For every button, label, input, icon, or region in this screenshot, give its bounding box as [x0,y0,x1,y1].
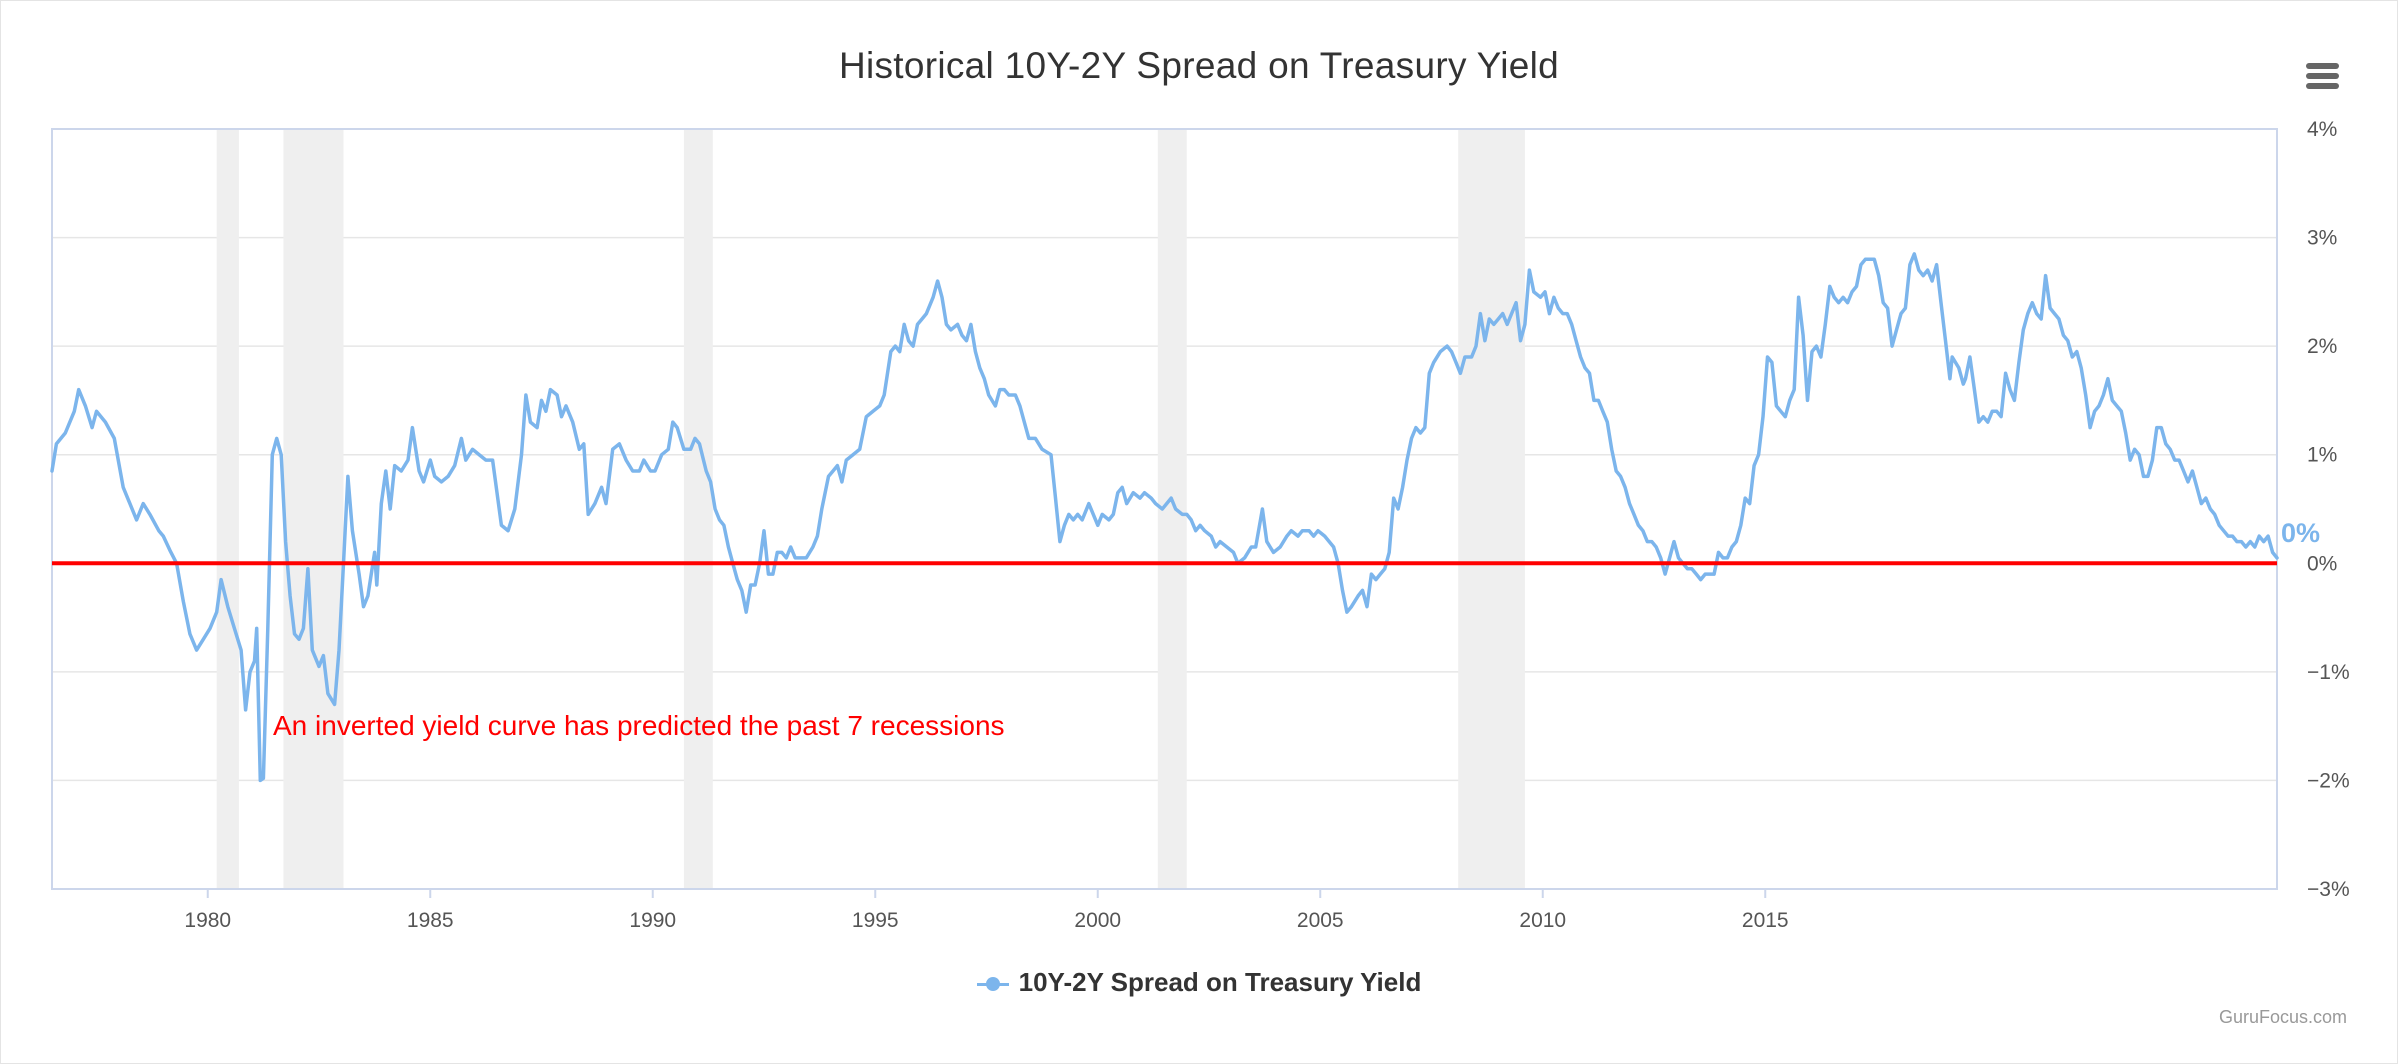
x-tick-label: 1985 [407,909,454,932]
series-line [50,252,2279,783]
x-tick-label: 2015 [1742,909,1789,932]
x-tick-label: 2000 [1074,909,1121,932]
y-tick-label: 1% [2307,444,2337,467]
y-tick-label: 4% [2307,118,2337,141]
inverted-curve-annotation: An inverted yield curve has predicted th… [273,710,1005,741]
y-tick-label: 2% [2307,335,2337,358]
recession-band [216,129,239,889]
x-tick-label: 1980 [184,909,231,932]
menu-icon[interactable] [2304,61,2342,91]
legend-label: 10Y-2Y Spread on Treasury Yield [1018,967,1422,997]
recession-band [283,129,344,889]
y-tick-label: −1% [2307,661,2350,684]
x-tick-label: 1990 [629,909,676,932]
y-tick-label: −3% [2307,878,2350,901]
plot-border [51,128,2278,890]
last-value-label: 0% [2281,518,2320,548]
credits-link[interactable]: GuruFocus.com [2218,1007,2347,1027]
x-tick-label: 1995 [852,909,899,932]
recession-band [1458,129,1525,889]
legend-item[interactable]: 10Y-2Y Spread on Treasury Yield [1,967,2397,998]
chart-title: Historical 10Y-2Y Spread on Treasury Yie… [838,45,1560,86]
y-tick-label: −2% [2307,769,2350,792]
y-tick-label: 3% [2307,227,2337,250]
y-tick-label: 0% [2307,552,2337,575]
x-tick-label: 2010 [1519,909,1566,932]
legend-marker-icon [976,977,1009,992]
recession-band [683,129,713,889]
x-tick-label: 2005 [1297,909,1344,932]
